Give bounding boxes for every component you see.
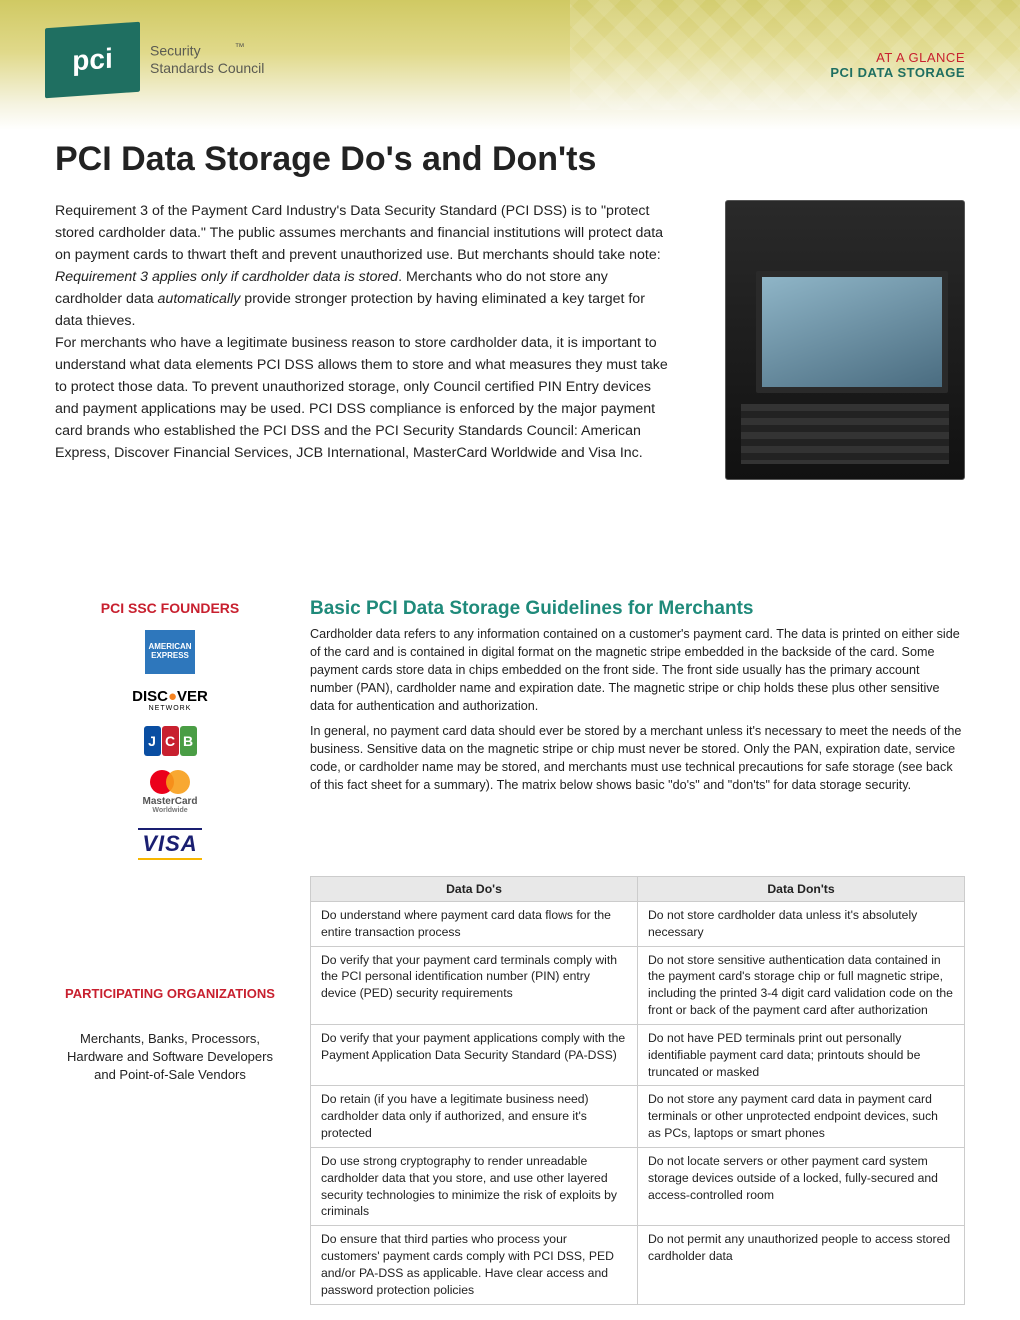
intro-paragraph: Requirement 3 of the Payment Card Indust… [55,200,675,464]
server-rack-image [725,200,965,480]
dont-cell: Do not have PED terminals print out pers… [638,1024,965,1085]
founders-heading: PCI SSC FOUNDERS [55,600,285,616]
table-header-dont: Data Don'ts [638,877,965,902]
do-cell: Do verify that your payment applications… [311,1024,638,1085]
amex-logo: AMERICAN EXPRESS [145,630,195,674]
logo-badge: pci [45,22,140,99]
table-row: Do understand where payment card data fl… [311,902,965,947]
participating-text: Merchants, Banks, Processors, Hardware a… [55,1030,285,1085]
header-subject: PCI DATA STORAGE [830,65,965,80]
mastercard-logo: MasterCard Worldwide [142,770,197,814]
founders-logos: AMERICAN EXPRESS DISC●VER NETWORK JCB Ma… [55,630,285,860]
page-title: PCI Data Storage Do's and Don'ts [55,140,596,179]
guidelines-body: Cardholder data refers to any informatio… [310,626,965,803]
guidelines-heading: Basic PCI Data Storage Guidelines for Me… [310,598,753,620]
header-tagline: AT A GLANCE [830,50,965,65]
do-cell: Do verify that your payment card termina… [311,946,638,1024]
discover-wordmark: DISC●VER [132,688,208,705]
guidelines-p1: Cardholder data refers to any informatio… [310,626,965,715]
discover-sub: NETWORK [132,705,208,712]
do-cell: Do understand where payment card data fl… [311,902,638,947]
table-row: Do use strong cryptography to render unr… [311,1147,965,1225]
visa-logo: VISA [138,828,201,860]
mastercard-text: MasterCard [142,796,197,807]
logo-sub-line1: Security [150,43,201,59]
mastercard-sub: Worldwide [152,807,187,814]
dont-cell: Do not store cardholder data unless it's… [638,902,965,947]
logo-subtitle: Security ™ Standards Council [150,42,264,78]
dont-cell: Do not store any payment card data in pa… [638,1086,965,1147]
dont-cell: Do not store sensitive authentication da… [638,946,965,1024]
table-row: Do verify that your payment card termina… [311,946,965,1024]
do-cell: Do ensure that third parties who process… [311,1226,638,1304]
participating-heading: PARTICIPATING ORGANIZATIONS [55,985,285,1003]
table-header-do: Data Do's [311,877,638,902]
do-cell: Do retain (if you have a legitimate busi… [311,1086,638,1147]
discover-logo: DISC●VER NETWORK [132,688,208,712]
table-row: Do retain (if you have a legitimate busi… [311,1086,965,1147]
logo: pci Security™ Standards Council [45,25,264,95]
table-row: Do verify that your payment applications… [311,1024,965,1085]
guidelines-p2: In general, no payment card data should … [310,723,965,795]
trademark-icon: ™ [235,42,245,53]
do-cell: Do use strong cryptography to render unr… [311,1147,638,1225]
logo-sub-line2: Standards Council [150,60,264,76]
table-row: Do ensure that third parties who process… [311,1226,965,1304]
header-right: AT A GLANCE PCI DATA STORAGE [830,50,965,80]
dos-donts-table: Data Do's Data Don'ts Do understand wher… [310,876,965,1305]
jcb-logo: JCB [144,726,197,756]
dont-cell: Do not permit any unauthorized people to… [638,1226,965,1304]
dont-cell: Do not locate servers or other payment c… [638,1147,965,1225]
